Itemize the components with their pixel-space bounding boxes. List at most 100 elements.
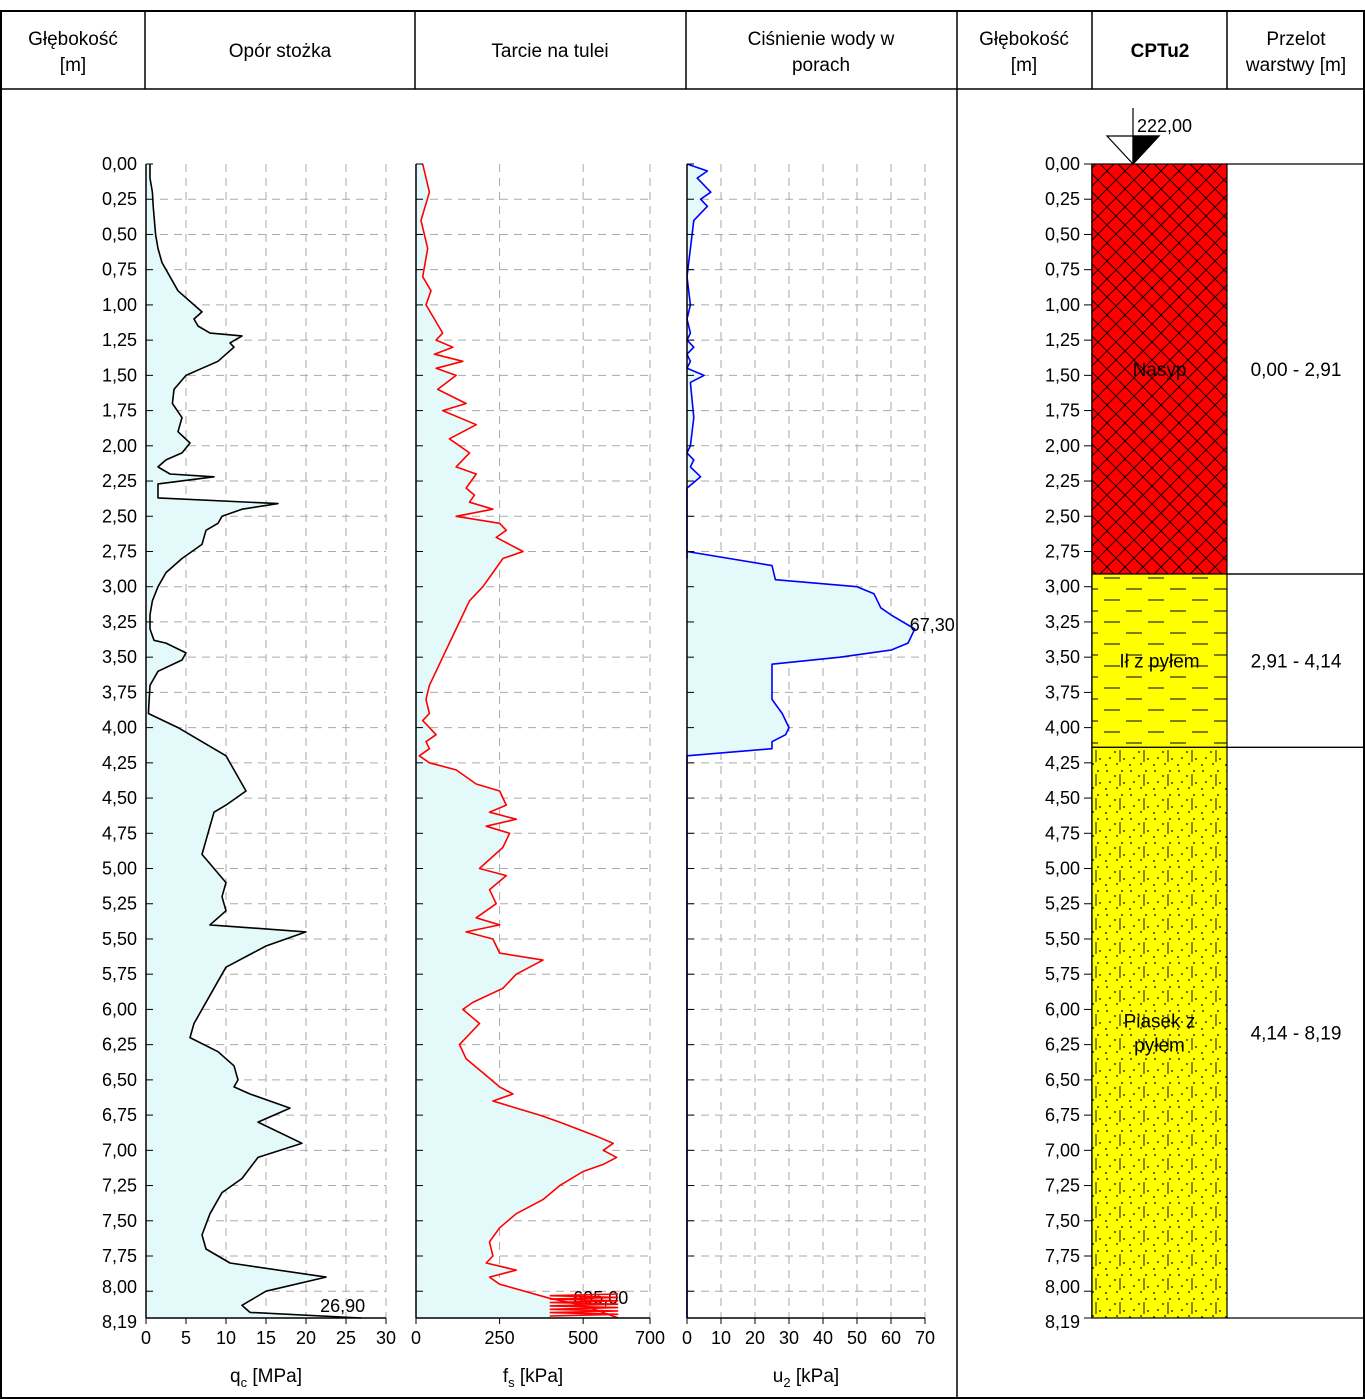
depth-label-left: 5,25 [102, 894, 137, 914]
depth-label-left: 0,75 [102, 260, 137, 280]
depth-label-left: 4,75 [102, 823, 137, 843]
layer-2: Piasek z pyłem 4,14 - 8,19 [1091, 746, 1364, 1319]
layer-name: Nasyp [1133, 360, 1187, 381]
elevation-label: 222,00 [1137, 116, 1192, 136]
depth-axis-right: 0,00 0,25 0,50 0,75 1,00 1,25 1,50 1,75 2,00 2,25… [1045, 154, 1093, 1332]
area-fs [416, 164, 619, 1318]
depth-label-right: 2,75 [1045, 541, 1080, 561]
header-depth-left-1: Głębokość [28, 29, 118, 50]
depth-label-right: 4,25 [1045, 753, 1080, 773]
depth-label-left: 2,50 [102, 506, 137, 526]
x-tick-label-qc: 20 [296, 1328, 316, 1348]
depth-label-left: 4,00 [102, 718, 137, 738]
depth-label-left: 1,00 [102, 295, 137, 315]
depth-label-right: 3,75 [1045, 682, 1080, 702]
depth-label-right: 0,75 [1045, 260, 1080, 280]
header: Głębokość [m] Opór stożka Tarcie na tule… [28, 29, 1346, 76]
depth-label-left: 5,00 [102, 859, 137, 879]
frame [0, 10, 1365, 1399]
depth-label-right: 4,50 [1045, 788, 1080, 808]
depth-label-right: 7,00 [1045, 1140, 1080, 1160]
elevation-triangle-half [1132, 135, 1161, 166]
depth-label-right: 0,50 [1045, 224, 1080, 244]
header-depth-right-1: Głębokość [979, 29, 1069, 50]
layer-range-label: 0,00 - 2,91 [1251, 360, 1342, 381]
depth-label-left: 4,50 [102, 788, 137, 808]
x-tick-label-u2: 60 [881, 1328, 901, 1348]
x-tick-label-qc: 5 [181, 1328, 191, 1348]
layer-range-label: 2,91 - 4,14 [1251, 652, 1342, 673]
depth-label-left: 3,75 [102, 682, 137, 702]
x-axis-title-u2: u2 [kPa] [773, 1366, 839, 1390]
depth-label-right: 3,50 [1045, 647, 1080, 667]
depth-label-right: 6,50 [1045, 1070, 1080, 1090]
depth-label-right: 7,50 [1045, 1211, 1080, 1231]
x-tick-label-u2: 70 [915, 1328, 935, 1348]
depth-label-right: 8,19 [1045, 1312, 1080, 1332]
depth-label-left: 6,75 [102, 1105, 137, 1125]
depth-label-left: 0,00 [102, 154, 137, 174]
layer-range-label: 4,14 - 8,19 [1251, 1024, 1342, 1045]
series-line-fs [418, 163, 619, 1319]
header-depth-left-2: [m] [60, 55, 86, 76]
depth-label-left: 1,25 [102, 330, 137, 350]
depth-label-left: 5,75 [102, 964, 137, 984]
depth-label-right: 4,75 [1045, 823, 1080, 843]
x-tick-label-u2: 40 [813, 1328, 833, 1348]
depth-label-left: 6,50 [102, 1070, 137, 1090]
depth-label-left: 7,75 [102, 1246, 137, 1266]
depth-label-right: 5,75 [1045, 964, 1080, 984]
depth-label-left: 2,00 [102, 436, 137, 456]
depth-label-right: 2,25 [1045, 471, 1080, 491]
layer-name: Ił z pyłem [1119, 652, 1199, 673]
header-pore-pressure-1: Ciśnienie wody w [748, 29, 895, 50]
depth-label-right: 3,25 [1045, 612, 1080, 632]
header-layer-range-1: Przelot [1266, 29, 1326, 50]
depth-label-left: 7,00 [102, 1140, 137, 1160]
max-value-label-u2: 67,30 [910, 615, 955, 635]
x-tick-label-qc: 30 [376, 1328, 396, 1348]
x-axis-title-qc: qc [MPa] [230, 1366, 302, 1390]
x-tick-label-qc: 10 [216, 1328, 236, 1348]
series-line-qc [147, 164, 362, 1319]
depth-label-right: 6,25 [1045, 1035, 1080, 1055]
max-value-label-qc: 26,90 [320, 1296, 365, 1316]
series-line-u2 [686, 163, 916, 1318]
depth-label-right: 0,25 [1045, 189, 1080, 209]
x-tick-label-qc: 15 [256, 1328, 276, 1348]
depth-axis-left: 0,00 0,25 0,50 0,75 1,00 1,25 1,50 1,75 2,00 2,25… [102, 154, 137, 1332]
depth-label-right: 8,00 [1045, 1277, 1080, 1297]
depth-label-left: 6,00 [102, 999, 137, 1019]
depth-label-left: 4,25 [102, 753, 137, 773]
x-tick-label-fs: 250 [485, 1328, 515, 1348]
x-tick-label-qc: 25 [336, 1328, 356, 1348]
depth-label-right: 2,50 [1045, 506, 1080, 526]
x-tick-label-u2: 0 [682, 1328, 692, 1348]
elevation-marker: 222,00 [1105, 108, 1192, 166]
depth-label-right: 6,00 [1045, 999, 1080, 1019]
depth-label-right: 5,00 [1045, 859, 1080, 879]
depth-label-right: 4,00 [1045, 718, 1080, 738]
series-noise-fs [549, 1293, 619, 1317]
layer-0: Nasyp 0,00 - 2,91 [1091, 163, 1364, 575]
depth-label-left: 7,25 [102, 1176, 137, 1196]
depth-label-left: 6,25 [102, 1035, 137, 1055]
x-tick-label-u2: 20 [745, 1328, 765, 1348]
depth-label-right: 0,00 [1045, 154, 1080, 174]
layer-fill [1091, 746, 1228, 1319]
header-pore-pressure-2: porach [792, 55, 850, 76]
depth-label-right: 1,50 [1045, 365, 1080, 385]
header-depth-right-2: [m] [1011, 55, 1037, 76]
depth-label-left: 3,25 [102, 612, 137, 632]
depth-label-left: 3,00 [102, 577, 137, 597]
area-u2 [687, 164, 915, 1318]
depth-label-left: 3,50 [102, 647, 137, 667]
x-tick-label-fs: 500 [568, 1328, 598, 1348]
header-profile-name: CPTu2 [1131, 41, 1190, 62]
soil-profile: Nasyp 0,00 - 2,91 Ił z pyłem 2,91 - 4,14 Pia… [1091, 108, 1364, 1319]
x-axis-title-fs: fs [kPa] [503, 1366, 563, 1390]
depth-label-right: 3,00 [1045, 577, 1080, 597]
x-tick-label-qc: 0 [141, 1328, 151, 1348]
layer-name: Piasek z [1124, 1012, 1196, 1033]
